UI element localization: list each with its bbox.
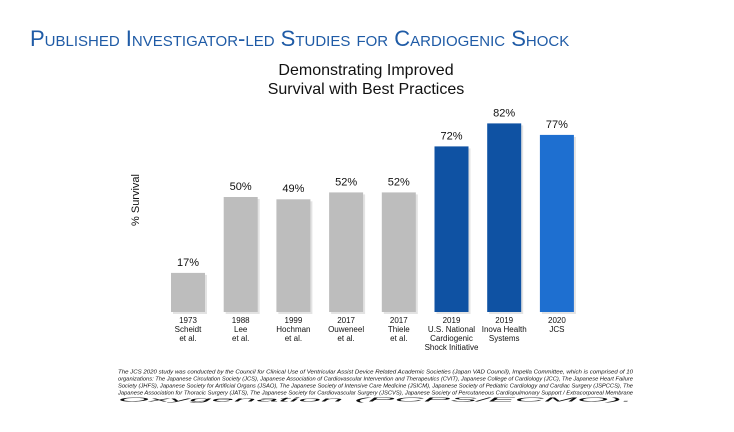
x-tick-label: Lee bbox=[234, 325, 248, 334]
x-tick-label: Scheidt bbox=[175, 325, 202, 334]
x-tick-label: Ouweneel bbox=[328, 325, 364, 334]
x-tick-label: et al. bbox=[337, 334, 354, 343]
x-tick-label: 1988 bbox=[232, 316, 250, 325]
footnote: organizations: The Japanese Circulation … bbox=[118, 376, 633, 382]
bar bbox=[434, 146, 469, 312]
value-label: 50% bbox=[230, 181, 252, 193]
value-label: 77% bbox=[546, 119, 568, 131]
x-tick-label: et al. bbox=[179, 334, 196, 343]
x-tick-label: U.S. National bbox=[428, 325, 475, 334]
bar bbox=[329, 192, 364, 312]
chart-title: Published Investigator-led Studies for C… bbox=[30, 26, 569, 51]
y-axis-label: % Survival bbox=[130, 174, 142, 226]
bar bbox=[171, 272, 205, 312]
value-label: 72% bbox=[440, 130, 462, 142]
x-tick-label: 2019 bbox=[443, 316, 461, 325]
x-tick-label: Hochman bbox=[276, 325, 310, 334]
value-label: 52% bbox=[388, 176, 410, 188]
value-label: 49% bbox=[282, 183, 304, 195]
bar bbox=[539, 134, 574, 312]
footnote: Oxygenation (PCPS/ECMO). bbox=[118, 397, 633, 403]
bar bbox=[487, 123, 522, 313]
footnote: Japanese Association for Thoracic Surger… bbox=[117, 390, 633, 396]
x-tick-label: et al. bbox=[232, 334, 249, 343]
value-label: 52% bbox=[335, 176, 357, 188]
x-tick-label: Shock Initiative bbox=[425, 343, 479, 352]
x-tick-label: Inova Health bbox=[482, 325, 527, 334]
bar bbox=[381, 192, 416, 312]
x-tick-label: 1999 bbox=[285, 316, 303, 325]
x-tick-label: 2017 bbox=[337, 316, 355, 325]
x-tick-label: JCS bbox=[549, 325, 564, 334]
x-tick-label: 2020 bbox=[548, 316, 566, 325]
x-tick-label: 1973 bbox=[179, 316, 197, 325]
footnote: The JCS 2020 study was conducted by the … bbox=[118, 369, 633, 375]
chart-subtitle: Survival with Best Practices bbox=[268, 81, 465, 98]
bar bbox=[223, 197, 258, 312]
x-tick-label: Cardiogenic bbox=[430, 334, 473, 343]
bar bbox=[276, 199, 311, 312]
x-tick-label: 2019 bbox=[495, 316, 513, 325]
x-tick-label: et al. bbox=[390, 334, 407, 343]
value-label: 17% bbox=[177, 257, 199, 269]
chart-subtitle: Demonstrating Improved bbox=[278, 62, 453, 79]
value-label: 82% bbox=[493, 107, 515, 119]
x-tick-label: et al. bbox=[285, 334, 302, 343]
x-tick-label: Thiele bbox=[388, 325, 410, 334]
x-tick-label: 2017 bbox=[390, 316, 408, 325]
x-tick-label: Systems bbox=[489, 334, 520, 343]
footnote: Society (JHFS), Japanese Society for Art… bbox=[118, 383, 633, 389]
